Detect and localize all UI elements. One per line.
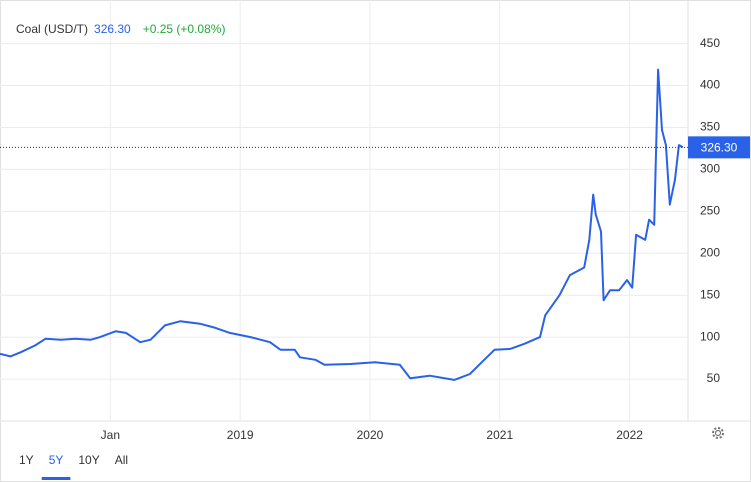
y-tick-label: 250 (700, 204, 720, 218)
y-tick-label: 100 (700, 329, 720, 343)
y-tick-label: 200 (700, 245, 720, 259)
x-tick-label: 2020 (357, 428, 384, 442)
y-tick-label: 450 (700, 36, 720, 50)
range-button[interactable]: 10Y (78, 453, 99, 467)
y-tick-label: 400 (700, 78, 720, 92)
x-tick-label: 2021 (486, 428, 513, 442)
last-price: 326.30 (94, 22, 131, 36)
price-change: +0.25 (+0.08%) (143, 22, 226, 36)
range-button[interactable]: 5Y (49, 453, 64, 467)
range-underline (41, 477, 71, 480)
x-tick-label: 2019 (227, 428, 254, 442)
settings-icon[interactable] (712, 427, 724, 439)
x-tick-label: 2022 (616, 428, 643, 442)
grid (0, 0, 688, 421)
y-tick-label: 350 (700, 120, 720, 134)
y-tick-label: 50 (707, 371, 721, 385)
price-line (0, 68, 684, 381)
range-button[interactable]: 1Y (19, 453, 34, 467)
last-price-badge (688, 136, 750, 159)
plot (0, 68, 688, 381)
chart-title: Coal (USD/T) (16, 22, 88, 36)
last-price-label: 326.30 (701, 141, 738, 155)
y-tick-label: 150 (700, 287, 720, 301)
y-tick-label: 300 (700, 162, 720, 176)
range-buttons: 1Y 5Y 10Y All (19, 453, 128, 480)
range-button[interactable]: All (115, 453, 128, 467)
x-tick-label: Jan (101, 428, 120, 442)
